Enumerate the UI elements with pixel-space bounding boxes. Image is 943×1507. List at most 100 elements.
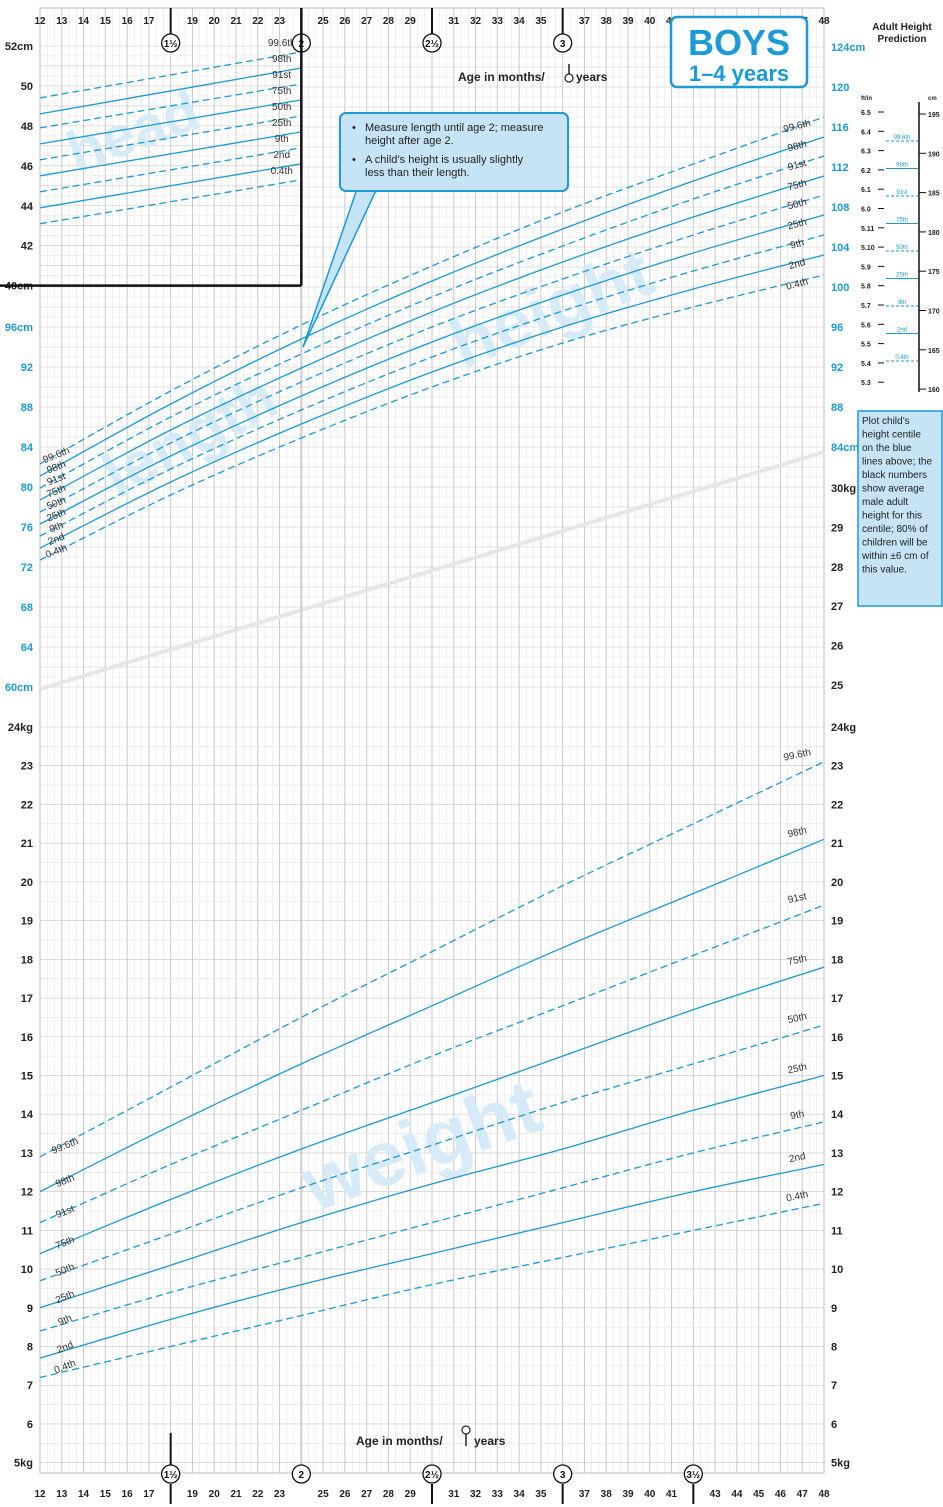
month-tick-top: 39 [622, 16, 634, 27]
month-tick-bottom: 26 [339, 1489, 351, 1500]
height-centile-label: 98th [786, 139, 808, 155]
head-curve-75th [39, 99, 302, 145]
adult-height-cm-tick: 175 [928, 269, 940, 276]
adult-height-ft-tick: 5.6 [861, 322, 871, 329]
weight-y-tick-right: 7 [831, 1380, 837, 1392]
weight-y-tick-left: 20 [21, 877, 33, 889]
length-y-tick: 92 [21, 362, 33, 374]
month-tick-top: 28 [383, 16, 395, 27]
height-y-tick: 120 [831, 82, 849, 94]
note-line: A child’s height is usually slightly [365, 154, 524, 166]
height-centile-label: 9th [789, 237, 805, 251]
height-curve-98th [39, 136, 825, 477]
head-centile-label: 75th [272, 86, 291, 97]
weight-curve-75th [39, 966, 825, 1255]
adult-height-centile-label: 98th [896, 163, 908, 169]
month-tick-top: 38 [601, 16, 613, 27]
axis-labels: 52cm504846444240cm96cm928884807672686460… [5, 8, 865, 1504]
head-centile-label: 25th [272, 118, 291, 129]
weight-y-tick-right: 5kg [831, 1458, 850, 1470]
month-tick-top: 34 [514, 16, 526, 27]
year-mark-bottom-circle [422, 1464, 442, 1484]
weight-curve-91st [39, 904, 825, 1224]
weight-y-tick-left: 13 [21, 1148, 33, 1160]
month-tick-bottom: 38 [601, 1489, 613, 1500]
length-y-tick: 60cm [5, 682, 33, 694]
weight-y-tick-right: 17 [831, 993, 843, 1005]
height-y-tick: 124cm [831, 42, 865, 54]
month-tick-bottom: 14 [78, 1489, 90, 1500]
adult-height-note-line: on the blue [862, 443, 912, 454]
month-tick-bottom: 16 [122, 1489, 134, 1500]
weight-centile-label: 91st [54, 1204, 76, 1221]
head-curve-0.4th [39, 179, 302, 225]
adult-height-centile-label: 50th [896, 245, 908, 251]
weight-y-tick-upper: 26 [831, 641, 843, 653]
month-tick-top: 33 [492, 16, 504, 27]
month-tick-top: 31 [448, 16, 460, 27]
weight-curve-0.4th [39, 1202, 825, 1379]
adult-height-note-line: Plot child’s [862, 416, 910, 427]
year-mark-top: 3 [560, 39, 566, 50]
month-tick-top: 26 [339, 16, 351, 27]
adult-height-note-line: lines above; the [862, 457, 932, 468]
weight-y-tick-right: 16 [831, 1032, 843, 1044]
month-tick-bottom: 22 [252, 1489, 264, 1500]
head-curve-9th [39, 147, 302, 193]
adult-height-note-line: height for this [862, 511, 922, 522]
length-y-tick: 76 [21, 522, 33, 534]
adult-height-centile-label: 75th [896, 218, 908, 224]
adult-height-cm-tick: 185 [928, 191, 940, 198]
height-y-tick: 100 [831, 282, 849, 294]
weight-y-tick-upper: 28 [831, 562, 843, 574]
adult-height-ft-tick: 5.10 [861, 245, 875, 252]
month-tick-bottom: 34 [514, 1489, 526, 1500]
year-mark-bottom-circle [291, 1464, 311, 1484]
weight-y-tick-right: 20 [831, 877, 843, 889]
month-tick-bottom: 45 [753, 1489, 765, 1500]
weight-y-tick-left: 11 [21, 1225, 33, 1237]
adult-height-ft-tick: 5.9 [861, 264, 871, 271]
adult-height-cm-tick: 195 [928, 112, 940, 119]
height-curve-2nd [39, 254, 825, 549]
note-bullet: • [352, 122, 356, 134]
adult-height-note-box [857, 410, 943, 607]
weight-curve-9th [39, 1121, 825, 1332]
head-centile-label: 9th [275, 134, 289, 145]
adult-height-note-line: black numbers [862, 470, 927, 481]
head-y-tick: 46 [21, 161, 33, 173]
month-tick-top: 12 [34, 16, 46, 27]
weight-centile-label: 75th [54, 1235, 76, 1252]
height-centile-label: 2nd [788, 257, 807, 272]
weight-y-tick-upper: 29 [831, 522, 843, 534]
height-centile-label: 91st [787, 158, 808, 174]
weight-curve-98th [39, 838, 825, 1193]
month-tick-bottom: 29 [405, 1489, 417, 1500]
watermark-height: height [439, 232, 663, 383]
adult-height-ft-tick: 5.7 [861, 303, 871, 310]
adult-height-ft-tick: 6.4 [861, 129, 871, 136]
month-tick-bottom: 33 [492, 1489, 504, 1500]
height-curve-75th [39, 175, 825, 501]
subtitle-text: 1–4 years [689, 61, 789, 86]
weight-y-tick-right: 24kg [831, 722, 856, 734]
height-y-tick: 96 [831, 322, 843, 334]
adult-height-cm-tick: 180 [928, 230, 940, 237]
month-tick-top: 25 [318, 16, 330, 27]
adult-height-title: Prediction [878, 34, 927, 45]
adult-height-cm-tick: 190 [928, 151, 940, 158]
month-tick-top: 19 [187, 16, 199, 27]
month-tick-top: 37 [579, 16, 591, 27]
height-centile-label: 99.6th [782, 118, 812, 136]
length-y-tick: 68 [21, 602, 33, 614]
weight-y-tick-right: 11 [831, 1225, 843, 1237]
weight-y-tick-right: 21 [831, 838, 843, 850]
adult-height-unit-cm: cm [928, 96, 937, 102]
adult-height-ft-tick: 6.3 [861, 149, 871, 156]
length-y-tick: 80 [21, 482, 33, 494]
length-y-tick: 96cm [5, 322, 33, 334]
month-tick-top: 16 [122, 16, 134, 27]
note-line: height after age 2. [365, 135, 454, 147]
weight-curve-99.6th [39, 761, 825, 1158]
weight-y-tick-right: 9 [831, 1303, 837, 1315]
